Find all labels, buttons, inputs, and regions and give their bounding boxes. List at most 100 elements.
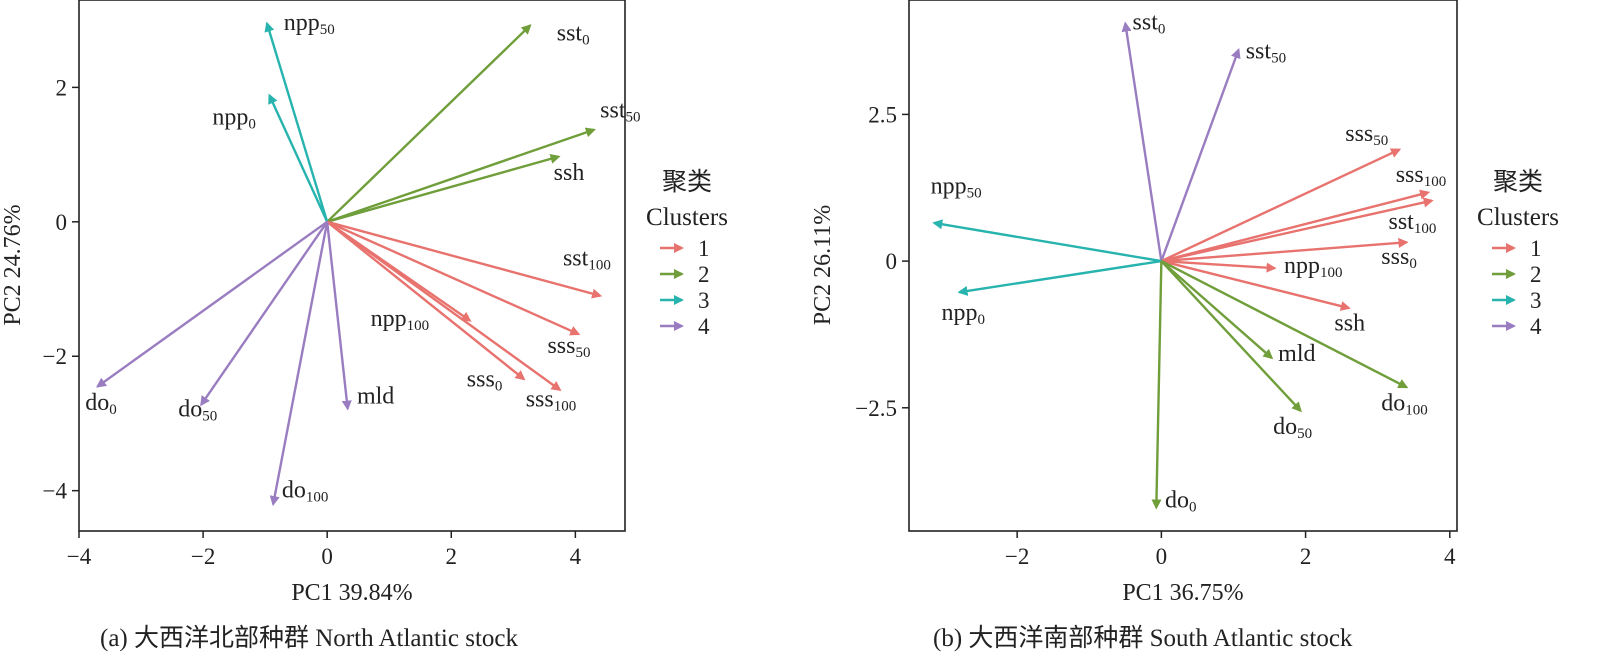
legend-title-cn-b: 聚类 (1493, 168, 1543, 196)
vector-label-do50: do50 (1273, 414, 1312, 442)
vector-npp100 (1161, 259, 1277, 273)
vector-ssh (1161, 259, 1351, 311)
y-tick-label: −2.5 (855, 396, 897, 421)
x-axis-label-a: PC1 39.84% (291, 580, 412, 606)
y-tick-label: 0 (886, 249, 898, 274)
legend-title-en-a: Clusters (646, 204, 728, 231)
vector-label-npp100: npp100 (1284, 253, 1343, 281)
y-axis-label-b: PC2 26.11% (810, 205, 836, 325)
vector-do50 (1160, 260, 1302, 413)
vector-label-npp50: npp50 (284, 10, 335, 38)
vector-sst0 (326, 24, 532, 223)
vector-label-do100: do100 (282, 477, 329, 505)
vector-label-sss100: sss100 (1396, 162, 1447, 190)
plot-frame-b (908, 0, 1458, 532)
vector-label-sst0: sst0 (557, 20, 590, 48)
vector-label-sst100: sst100 (1389, 209, 1437, 237)
vector-sss0 (1161, 237, 1409, 263)
y-tick-label: 2 (56, 75, 68, 100)
legend-label-2: 2 (698, 262, 710, 287)
vector-mld (1160, 260, 1274, 360)
vector-label-sst100: sst100 (563, 246, 611, 274)
vector-label-sss50: sss50 (547, 333, 590, 361)
vector-npp0 (268, 93, 329, 223)
vector-label-ssh: ssh (554, 160, 585, 186)
vector-sst100 (1161, 197, 1434, 263)
vector-sss50 (326, 220, 581, 336)
vector-sss100 (326, 220, 562, 392)
x-tick-label: 4 (1444, 544, 1456, 569)
y-axis-label-a: PC2 24.76% (0, 204, 26, 325)
axis-ticks-b: −2 0 2 4 −2.5 0 2.5 (855, 102, 1456, 569)
vector-sst0 (1121, 21, 1163, 262)
legend-label-1: 1 (698, 236, 710, 261)
vector-npp0 (957, 259, 1162, 296)
legend-label-4: 4 (1530, 314, 1542, 339)
vector-label-sss100: sss100 (526, 387, 577, 415)
vector-label-sss0: sss0 (467, 366, 503, 394)
vector-sss100 (1161, 189, 1431, 263)
vector-label-npp0: npp0 (941, 300, 985, 328)
chart-panel-a: −4 −2 0 2 4 −4 −2 0 2 sst0 sst50 ssh npp50 npp0 sst10… (0, 0, 728, 606)
vector-label-npp100: npp100 (371, 306, 430, 334)
vector-label-npp50: npp50 (931, 174, 982, 202)
x-tick-label: −4 (67, 544, 92, 569)
x-tick-label: −2 (191, 544, 215, 569)
y-tick-label: 2.5 (868, 102, 897, 127)
x-tick-label: 4 (570, 544, 582, 569)
x-tick-label: 0 (1156, 544, 1168, 569)
vector-label-mld: mld (357, 383, 394, 409)
vector-label-npp0: npp0 (212, 104, 256, 132)
chart-panel-b: −2 0 2 4 −2.5 0 2.5 sst0 sst50 sss50 sss100 sst100… (810, 0, 1559, 606)
legend-label-3: 3 (1530, 288, 1542, 313)
axis-ticks-a: −4 −2 0 2 4 −4 −2 0 2 (43, 75, 582, 569)
loading-vectors-a: sst0 sst50 ssh npp50 npp0 sst100 npp100 sss50 ss… (85, 10, 641, 507)
vector-label-sst50: sst50 (1246, 39, 1286, 67)
vector-do50 (200, 221, 329, 407)
plot-frame-a (78, 0, 626, 532)
vector-label-sst50: sst50 (600, 98, 640, 126)
legend-title-en-b: Clusters (1477, 204, 1559, 231)
y-tick-label: −4 (43, 479, 68, 504)
y-tick-label: 0 (56, 210, 68, 235)
vector-label-mld: mld (1278, 341, 1315, 367)
vector-npp50 (932, 219, 1162, 263)
legend-title-cn-a: 聚类 (662, 168, 712, 196)
vector-sss50 (1160, 148, 1402, 263)
vector-do100 (269, 221, 329, 507)
vector-label-sss50: sss50 (1345, 121, 1388, 149)
y-tick-label: −2 (43, 344, 67, 369)
loading-vectors-b: sst0 sst50 sss50 sss100 sst100 sss0 npp100 ssh n… (931, 9, 1447, 515)
vector-label-do100: do100 (1381, 391, 1428, 419)
vector-do0 (95, 220, 328, 388)
vector-mld (325, 221, 352, 411)
x-tick-label: −2 (1005, 544, 1029, 569)
vector-label-sss0: sss0 (1381, 244, 1417, 272)
vector-sst100 (326, 220, 603, 299)
vector-do100 (1160, 260, 1409, 389)
x-tick-label: 2 (1300, 544, 1312, 569)
vector-label-do0: do0 (85, 390, 117, 418)
caption-a: (a) 大西洋北部种群 North Atlantic stock (100, 625, 518, 652)
vector-npp50 (264, 21, 329, 223)
x-axis-label-b: PC1 36.75% (1122, 580, 1243, 606)
vector-sst50 (1160, 47, 1241, 262)
vector-label-do0: do0 (1165, 488, 1197, 516)
legend-label-1: 1 (1530, 236, 1542, 261)
legend-label-4: 4 (698, 314, 710, 339)
vector-label-sst0: sst0 (1133, 9, 1166, 37)
x-tick-label: 2 (446, 544, 458, 569)
vector-sst50 (326, 127, 596, 223)
caption-b: (b) 大西洋南部种群 South Atlantic stock (933, 625, 1353, 652)
vector-do0 (1151, 261, 1163, 510)
vector-label-do50: do50 (178, 397, 217, 425)
x-tick-label: 0 (321, 544, 333, 569)
legend-label-3: 3 (698, 288, 710, 313)
vector-sss0 (326, 220, 526, 381)
legend-label-2: 2 (1530, 262, 1542, 287)
vector-ssh (326, 153, 561, 223)
vector-label-ssh: ssh (1334, 310, 1365, 336)
